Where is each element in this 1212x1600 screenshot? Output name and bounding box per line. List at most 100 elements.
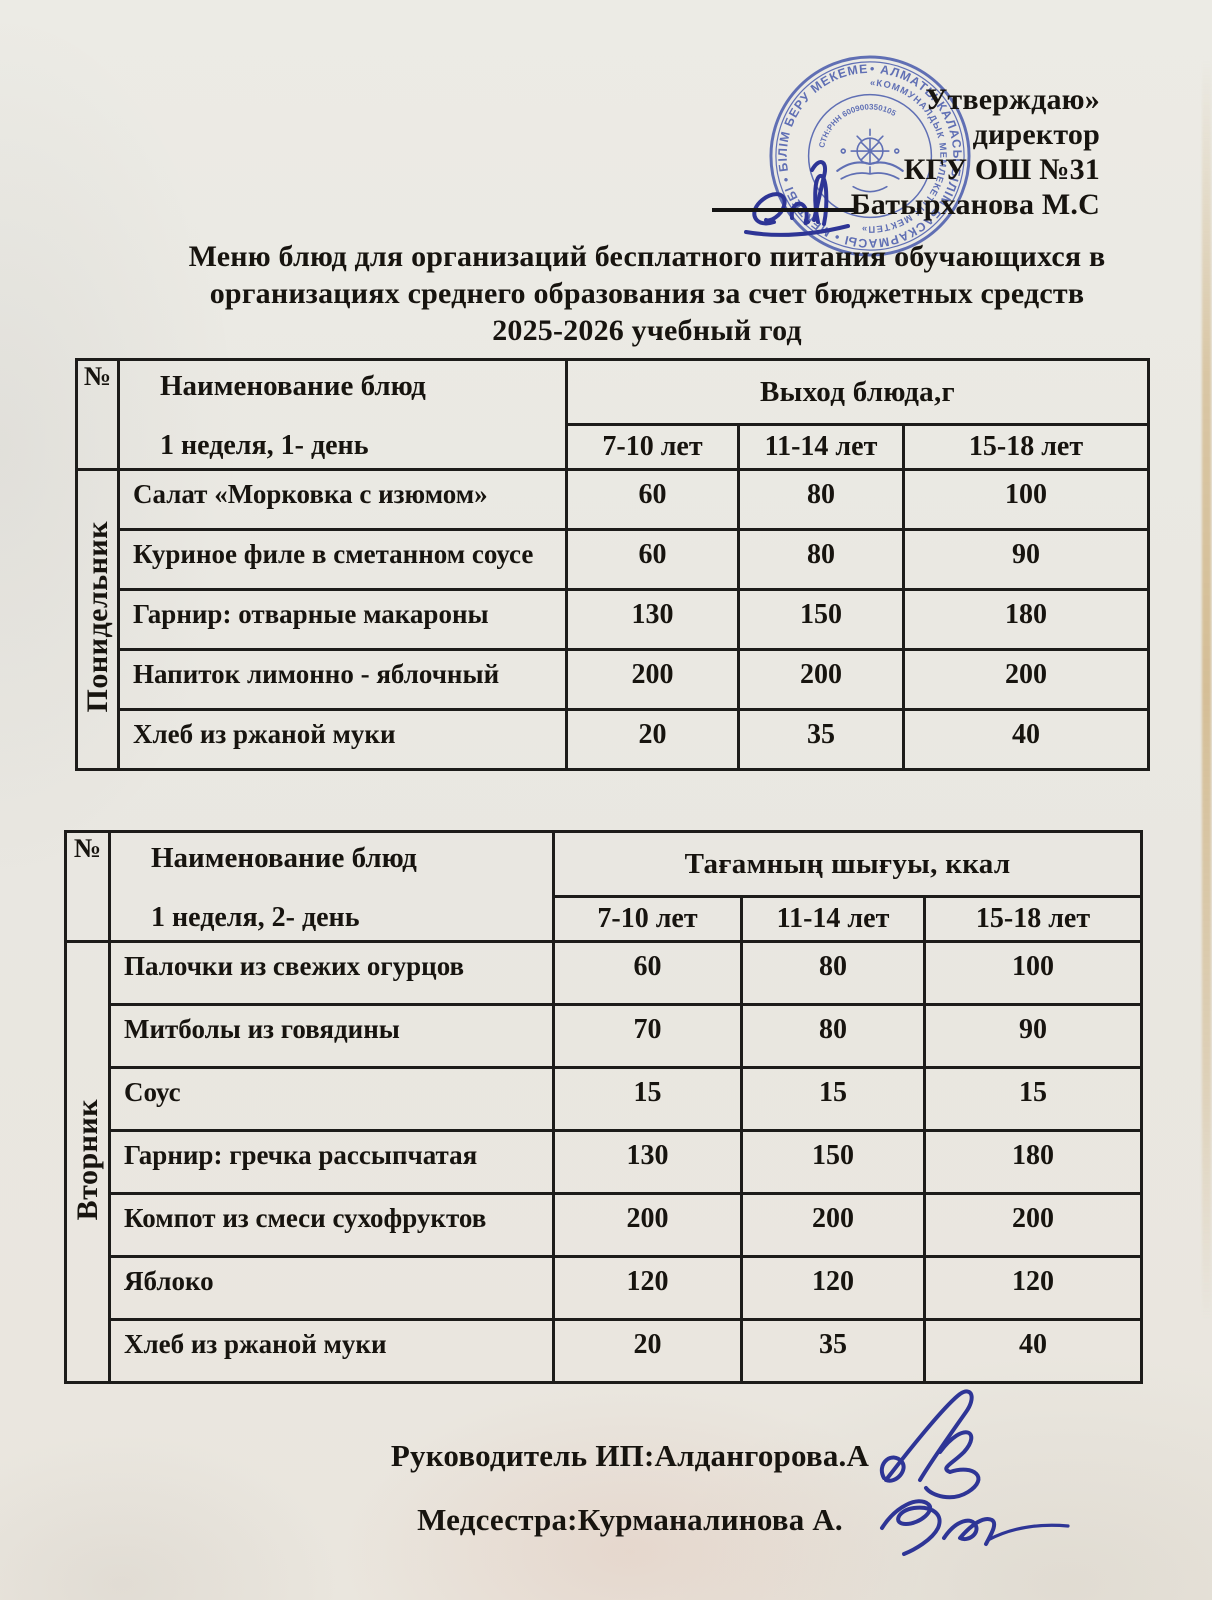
value-cell: 180 [901, 588, 1151, 651]
value-cell: 35 [737, 708, 905, 771]
value-cell: 130 [565, 588, 740, 651]
table-row: Компот из смеси сухофруктов 200 200 200 [66, 1192, 1144, 1258]
value-cell: 60 [565, 528, 740, 591]
day-label-cell: Вторник [64, 940, 111, 1384]
age-header-row: 7-10 лет 11-14 лет 15-18 лет [77, 423, 1151, 471]
value-cell: 130 [552, 1129, 743, 1195]
stamp-emblem [836, 128, 904, 193]
value-cell: 80 [740, 1003, 926, 1069]
approval-block: Утверждаю» директор КГУ ОШ №31 Батырхано… [851, 82, 1100, 222]
dish-cell: Гарнир: отварные макароны [117, 588, 568, 651]
day-label-monday: Понидельник [80, 521, 114, 713]
age-column-11-14: 11-14 лет [740, 895, 926, 943]
value-cell: 200 [565, 648, 740, 711]
menu-table-week1-day1: № Наименование блюд 1 неделя, 1- день Вы… [75, 358, 1151, 771]
week-day-label: 1 неделя, 1- день [160, 430, 369, 461]
table-row: Яблоко 120 120 120 [66, 1255, 1144, 1321]
dish-name-column-header: Наименование блюд 1 неделя, 1- день [117, 358, 568, 471]
value-cell: 40 [901, 708, 1151, 771]
value-cell: 120 [740, 1255, 926, 1321]
value-cell: 60 [552, 940, 743, 1006]
stamp-rings [769, 55, 971, 257]
value-cell: 200 [552, 1192, 743, 1258]
table-row: Гарнир: отварные макароны 130 150 180 [77, 588, 1151, 651]
age-column-7-10: 7-10 лет [552, 895, 743, 943]
table-header-row: № Наименование блюд 1 неделя, 2- день Та… [64, 830, 1144, 943]
dish-cell: Салат «Морковка с изюмом» [117, 468, 568, 531]
table-row: Напиток лимонно - яблочный 200 200 200 [77, 648, 1151, 711]
signature-line [712, 208, 858, 212]
value-cell: 90 [922, 1003, 1144, 1069]
age-column-7-10: 7-10 лет [565, 423, 740, 471]
footer-line-nurse: Медсестра:Курманалинова А. [417, 1502, 843, 1537]
scan-edge-artifact [1202, 60, 1211, 1320]
table-row: Хлеб из ржаной муки 20 35 40 [66, 1318, 1144, 1384]
value-cell: 70 [552, 1003, 743, 1069]
value-cell: 180 [922, 1129, 1144, 1195]
dish-cell: Хлеб из ржаной муки [108, 1318, 555, 1384]
approval-line-name: Батырханова М.С [850, 188, 1100, 221]
value-cell: 15 [552, 1066, 743, 1132]
value-cell: 15 [740, 1066, 926, 1132]
title-line-2: организациях среднего образования за сче… [209, 277, 1085, 310]
table-header-row: № Наименование блюд 1 неделя, 1- день Вы… [75, 358, 1151, 471]
table-row: Митболы из говядины 70 80 90 [66, 1003, 1144, 1069]
dish-name-header-label: Наименование блюд [151, 842, 417, 874]
approval-line-position: директор [972, 118, 1100, 151]
value-cell: 60 [565, 468, 740, 531]
value-cell: 150 [740, 1129, 926, 1195]
value-cell: 100 [922, 940, 1144, 1006]
age-column-15-18: 15-18 лет [922, 895, 1144, 943]
dish-cell: Гарнир: гречка рассыпчатая [108, 1129, 555, 1195]
dish-cell: Куриное филе в сметанном соусе [117, 528, 568, 591]
dish-cell: Митболы из говядины [108, 1003, 555, 1069]
approval-line-school: КГУ ОШ №31 [903, 153, 1100, 186]
menu-table-week1-day2: № Наименование блюд 1 неделя, 2- день Та… [64, 830, 1144, 1384]
value-cell: 100 [901, 468, 1151, 531]
value-cell: 20 [552, 1318, 743, 1384]
portion-output-header: Тағамның шығуы, ккал [551, 830, 1144, 898]
number-column-header: № [75, 358, 120, 471]
value-cell: 200 [901, 648, 1151, 711]
dish-cell: Яблоко [108, 1255, 555, 1321]
value-cell: 80 [740, 940, 926, 1006]
value-cell: 150 [737, 588, 905, 651]
value-cell: 15 [922, 1066, 1144, 1132]
official-stamp-icon: • АЛМАТЫ КАЛАСЫ БІЛІМ БАСКАРМАСЫ • МЕКТЕ… [766, 52, 971, 257]
day-label-cell: Понидельник [75, 468, 120, 771]
dish-name-column-header: Наименование блюд 1 неделя, 2- день [108, 830, 555, 943]
dish-cell: Напиток лимонно - яблочный [117, 648, 568, 711]
table-row: Соус 15 15 15 [66, 1066, 1144, 1132]
value-cell: 120 [922, 1255, 1144, 1321]
dish-cell: Палочки из свежих огурцов [108, 940, 555, 1006]
dish-cell: Хлеб из ржаной муки [117, 708, 568, 771]
value-cell: 200 [737, 648, 905, 711]
table-row: Вторник Палочки из свежих огурцов 60 80 … [64, 940, 1144, 1384]
dish-cell: Компот из смеси сухофруктов [108, 1192, 555, 1258]
table-row: Понидельник Салат «Морковка с изюмом» 60… [75, 468, 1151, 771]
footer-line-manager: Руководитель ИП:Алдангорова.А [390, 1438, 870, 1473]
number-column-header: № [64, 830, 111, 943]
title-line-3: 2025-2026 учебный год [492, 314, 802, 347]
value-cell: 40 [922, 1318, 1144, 1384]
dish-cell: Соус [108, 1066, 555, 1132]
title-line-1: Меню блюд для организаций бесплатного пи… [188, 240, 1106, 273]
value-cell: 200 [740, 1192, 926, 1258]
dish-name-header-label: Наименование блюд [160, 370, 426, 402]
footer-signature [880, 1389, 1070, 1556]
value-cell: 35 [740, 1318, 926, 1384]
week-day-label: 1 неделя, 2- день [151, 902, 360, 933]
age-column-15-18: 15-18 лет [901, 423, 1151, 471]
footer-signoff: Руководитель ИП:Алдангорова.А Медсестра:… [0, 1438, 1212, 1538]
value-cell: 80 [737, 528, 905, 591]
approval-line-approve: Утверждаю» [925, 83, 1100, 116]
age-column-11-14: 11-14 лет [737, 423, 905, 471]
value-cell: 120 [552, 1255, 743, 1321]
value-cell: 80 [737, 468, 905, 531]
table-row: Хлеб из ржаной муки 20 35 40 [77, 708, 1151, 771]
value-cell: 20 [565, 708, 740, 771]
document-title: Меню блюд для организаций бесплатного пи… [78, 238, 1212, 349]
table-row: Куриное филе в сметанном соусе 60 80 90 [77, 528, 1151, 591]
day-label-tuesday: Вторник [70, 1098, 104, 1221]
